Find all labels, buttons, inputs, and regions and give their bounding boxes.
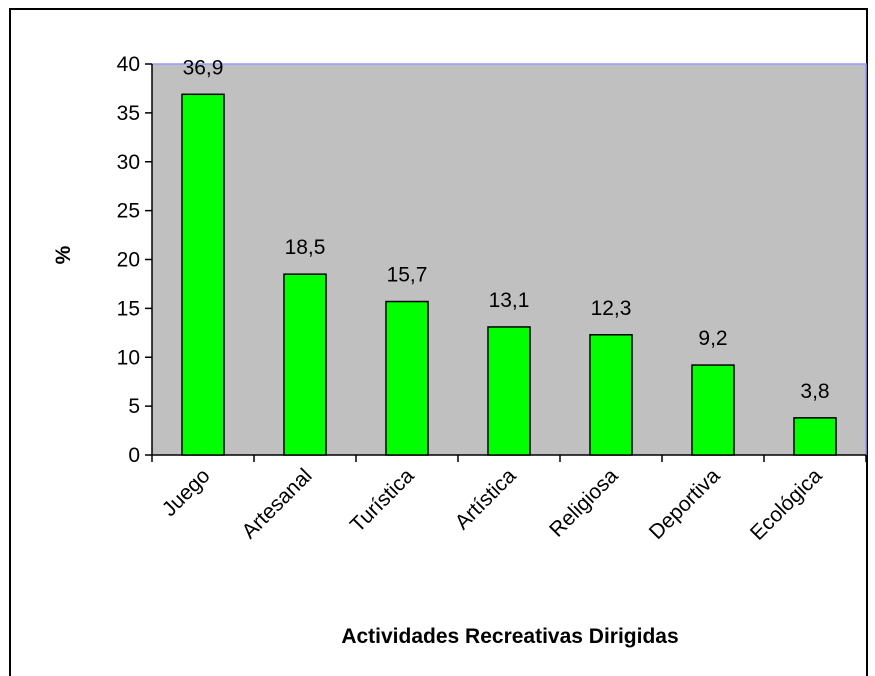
data-label: 13,1 [489,289,530,312]
bar [385,300,429,456]
y-tick-label: 30 [117,151,140,174]
y-tick-label: 15 [117,297,140,320]
x-axis-title: Actividades Recreativas Dirigidas [341,625,678,648]
bar [487,326,531,456]
data-label: 18,5 [285,236,326,259]
data-label: 12,3 [591,297,632,320]
data-label: 36,9 [183,56,224,79]
y-tick-label: 0 [128,444,140,467]
bar [793,417,837,456]
data-label: 3,8 [800,380,829,403]
y-tick-label: 35 [117,102,140,125]
y-axis-title: % [52,245,75,264]
data-label: 15,7 [387,264,428,287]
bar [283,273,327,456]
plot-border [152,63,867,455]
bar [589,334,633,456]
bar [181,93,225,456]
bar [691,364,735,456]
y-tick-label: 40 [117,53,140,76]
y-tick-label: 10 [117,346,140,369]
y-tick-label: 5 [128,395,140,418]
y-tick-label: 25 [117,200,140,223]
y-tick-label: 20 [117,249,140,272]
data-label: 9,2 [698,327,727,350]
